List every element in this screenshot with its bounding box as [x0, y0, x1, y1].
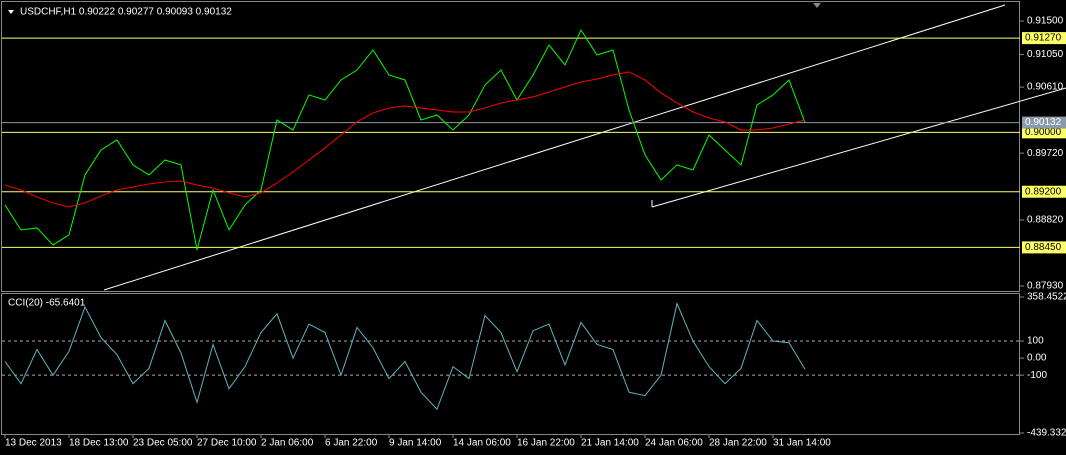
chart-title: USDCHF,H1 0.90222 0.90277 0.90093 0.9013…: [20, 7, 232, 18]
series-line: [4, 71, 806, 208]
cci-panel: [1, 293, 1020, 435]
x-tick-label: 21 Jan 14:00: [581, 438, 639, 449]
price-label-box: [1022, 116, 1066, 129]
series-line: [4, 28, 806, 251]
y-tick-label: -439.3325: [1027, 428, 1066, 439]
shift-marker: [813, 3, 821, 8]
menu-arrow[interactable]: [8, 10, 14, 14]
line-label-box: [1022, 126, 1066, 139]
trend-line: [651, 87, 1066, 208]
y-tick-label: 0.87930: [1027, 281, 1064, 292]
indicator-title: CCI(20) -65.6401: [8, 298, 86, 309]
x-tick-label: 14 Jan 06:00: [453, 438, 511, 449]
y-tick-label: 100: [1027, 336, 1044, 347]
y-tick-label: 0.91500: [1027, 16, 1064, 27]
y-tick-label: 0.00: [1027, 353, 1047, 364]
x-tick-label: 24 Jan 06:00: [645, 438, 703, 449]
line-label: 0.88450: [1025, 242, 1062, 253]
y-tick-label: 0.89720: [1027, 148, 1064, 159]
x-tick-label: 6 Jan 22:00: [325, 438, 378, 449]
line-label-box: [1022, 185, 1066, 198]
y-tick-label: 0.91050: [1027, 49, 1064, 60]
x-tick-label: 13 Dec 2013: [5, 438, 62, 449]
price-panel: [1, 1, 1020, 292]
x-tick-label: 23 Dec 05:00: [133, 438, 193, 449]
price-label: 0.90132: [1025, 117, 1062, 128]
x-tick-label: 2 Jan 06:00: [261, 438, 314, 449]
line-label: 0.90000: [1025, 127, 1062, 138]
line-label: 0.89200: [1025, 186, 1062, 197]
series-line: [4, 301, 806, 411]
line-label-box: [1022, 32, 1066, 45]
line-label: 0.91270: [1025, 33, 1062, 44]
y-tick-label: 358.4522: [1027, 292, 1066, 303]
trend-line: [103, 4, 1006, 291]
x-tick-label: 27 Dec 10:00: [197, 438, 257, 449]
y-tick-label: 0.88820: [1027, 215, 1064, 226]
x-tick-label: 28 Jan 22:00: [709, 438, 767, 449]
x-tick-label: 31 Jan 14:00: [773, 438, 831, 449]
y-tick-label: -100: [1027, 370, 1047, 381]
x-tick-label: 9 Jan 14:00: [389, 438, 442, 449]
x-tick-label: 16 Jan 22:00: [517, 438, 575, 449]
line-label-box: [1022, 241, 1066, 254]
y-tick-label: 0.90610: [1027, 82, 1064, 93]
x-tick-label: 18 Dec 13:00: [69, 438, 129, 449]
